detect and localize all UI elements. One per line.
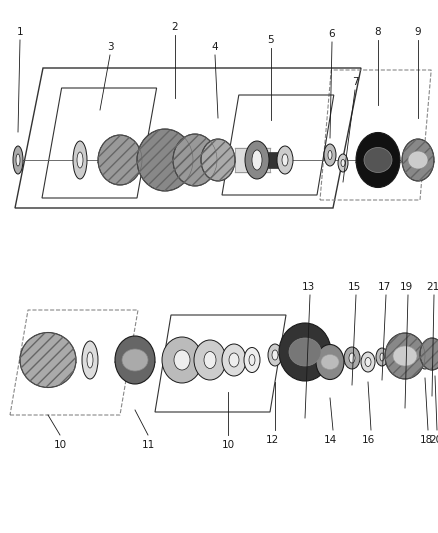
Text: 13: 13	[301, 282, 314, 292]
Ellipse shape	[229, 353, 239, 367]
Ellipse shape	[376, 348, 388, 366]
Text: 15: 15	[347, 282, 360, 292]
Ellipse shape	[279, 323, 331, 381]
Ellipse shape	[316, 344, 344, 379]
Text: 6: 6	[328, 29, 336, 39]
Ellipse shape	[173, 160, 217, 164]
Ellipse shape	[98, 135, 142, 185]
Ellipse shape	[419, 351, 431, 369]
Text: 17: 17	[378, 282, 391, 292]
Ellipse shape	[98, 160, 142, 164]
Polygon shape	[268, 152, 280, 168]
Text: 18: 18	[419, 435, 433, 445]
Ellipse shape	[137, 160, 193, 166]
Ellipse shape	[402, 160, 434, 163]
Ellipse shape	[201, 160, 235, 163]
Ellipse shape	[344, 347, 360, 369]
Ellipse shape	[420, 354, 438, 357]
Text: 12: 12	[265, 435, 279, 445]
Ellipse shape	[87, 352, 93, 368]
Ellipse shape	[420, 338, 438, 370]
Ellipse shape	[429, 350, 438, 366]
Ellipse shape	[277, 146, 293, 174]
Ellipse shape	[423, 356, 427, 364]
Ellipse shape	[433, 354, 437, 361]
Ellipse shape	[341, 159, 345, 166]
Ellipse shape	[13, 146, 23, 174]
Text: 5: 5	[268, 35, 274, 45]
Ellipse shape	[338, 154, 348, 172]
Ellipse shape	[252, 150, 262, 170]
Ellipse shape	[201, 139, 235, 181]
Ellipse shape	[249, 354, 255, 366]
Ellipse shape	[321, 354, 339, 369]
Text: 10: 10	[53, 440, 67, 450]
Ellipse shape	[385, 357, 425, 360]
Ellipse shape	[289, 338, 321, 366]
Ellipse shape	[77, 152, 83, 168]
Ellipse shape	[162, 337, 202, 383]
Ellipse shape	[115, 360, 155, 364]
Text: 20: 20	[429, 435, 438, 445]
Text: 9: 9	[415, 27, 421, 37]
Ellipse shape	[268, 344, 282, 366]
Ellipse shape	[244, 348, 260, 373]
Ellipse shape	[279, 352, 331, 357]
Ellipse shape	[380, 353, 384, 361]
Ellipse shape	[222, 344, 246, 376]
Ellipse shape	[122, 349, 148, 371]
Text: 4: 4	[212, 42, 218, 52]
Ellipse shape	[356, 160, 400, 164]
Text: 21: 21	[426, 282, 438, 292]
Text: 2: 2	[172, 22, 178, 32]
Ellipse shape	[137, 129, 193, 191]
Ellipse shape	[282, 154, 288, 166]
Text: 7: 7	[352, 77, 358, 87]
Ellipse shape	[16, 154, 20, 166]
Ellipse shape	[328, 150, 332, 159]
Ellipse shape	[272, 350, 278, 360]
Ellipse shape	[115, 336, 155, 384]
Text: 1: 1	[17, 27, 23, 37]
Ellipse shape	[316, 362, 344, 365]
Ellipse shape	[73, 141, 87, 179]
Polygon shape	[235, 148, 270, 172]
Ellipse shape	[408, 151, 428, 169]
Ellipse shape	[349, 353, 355, 363]
Ellipse shape	[365, 358, 371, 367]
Text: 10: 10	[222, 440, 235, 450]
Ellipse shape	[194, 340, 226, 380]
Text: 8: 8	[374, 27, 381, 37]
Ellipse shape	[402, 139, 434, 181]
Ellipse shape	[204, 351, 216, 368]
Text: 11: 11	[141, 440, 155, 450]
Text: 19: 19	[399, 282, 413, 292]
Text: 3: 3	[107, 42, 113, 52]
Text: 16: 16	[361, 435, 374, 445]
Ellipse shape	[356, 133, 400, 188]
Ellipse shape	[324, 144, 336, 166]
Ellipse shape	[174, 350, 190, 370]
Ellipse shape	[393, 346, 417, 366]
Ellipse shape	[364, 148, 392, 173]
Ellipse shape	[20, 360, 76, 365]
Text: 14: 14	[323, 435, 337, 445]
Ellipse shape	[82, 341, 98, 379]
Ellipse shape	[361, 352, 375, 372]
Ellipse shape	[385, 333, 425, 379]
Ellipse shape	[245, 141, 269, 179]
Ellipse shape	[173, 134, 217, 186]
Ellipse shape	[20, 333, 76, 387]
